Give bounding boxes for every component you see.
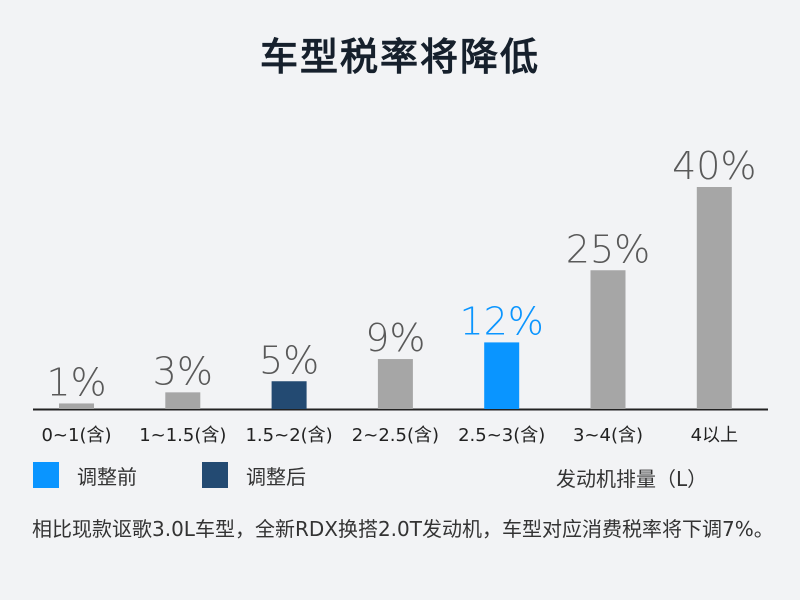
value-label-1: 3%: [153, 349, 213, 393]
category-label-3: 2~2.5(含): [352, 425, 439, 446]
category-label-2: 1.5~2(含): [245, 425, 332, 446]
legend-item-after: 调整后: [202, 462, 306, 489]
legend-item-before: 调整前: [33, 462, 137, 489]
value-label-2: 5%: [259, 338, 319, 382]
chart-title: 车型税率将降低: [259, 35, 540, 79]
bar-3: [377, 359, 413, 409]
legend-label-after: 调整后: [246, 464, 306, 489]
value-label-0: 1%: [46, 360, 106, 404]
value-label-6: 40%: [672, 144, 756, 188]
value-label-3: 9%: [365, 316, 425, 360]
value-label-5: 25%: [566, 227, 650, 271]
bar-2: [271, 381, 307, 409]
category-label-6: 4以上: [691, 425, 738, 446]
value-label-4: 12%: [459, 299, 543, 343]
bar-6: [696, 187, 732, 409]
x-axis-label: 发动机排量（L）: [556, 467, 708, 491]
legend-swatch-after: [202, 462, 228, 488]
bar-4: [484, 342, 520, 409]
bar-1: [165, 392, 201, 409]
legend-swatch-before: [33, 462, 59, 488]
category-label-1: 1~1.5(含): [139, 425, 226, 446]
category-label-5: 3~4(含): [573, 425, 643, 446]
bar-chart: 1% 0~1(含) 3% 1~1.5(含) 5% 1.5~2(含) 9% 2~2.5(含) 12…: [33, 144, 768, 446]
bar-0: [59, 403, 94, 409]
category-label-4: 2.5~3(含): [458, 425, 545, 446]
bar-5: [590, 270, 626, 409]
category-label-0: 0~1(含): [41, 425, 111, 446]
footnote: 相比现款讴歌3.0L车型，全新RDX换搭2.0T发动机，车型对应消费税率将下调7…: [32, 517, 774, 541]
legend-label-before: 调整前: [77, 464, 137, 489]
